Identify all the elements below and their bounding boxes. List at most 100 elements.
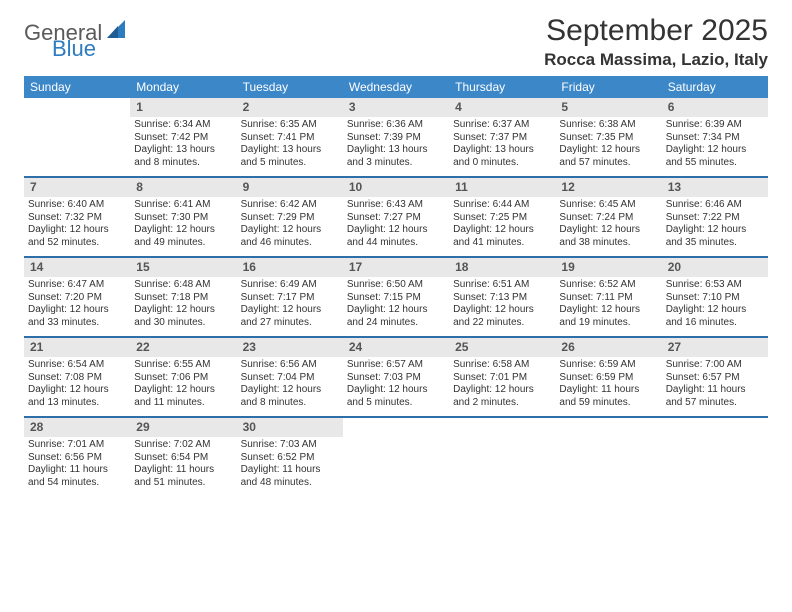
day-cell: 7Sunrise: 6:40 AMSunset: 7:32 PMDaylight… xyxy=(24,178,130,256)
sunset-line: Sunset: 7:25 PM xyxy=(453,212,551,225)
day-cell: 11Sunrise: 6:44 AMSunset: 7:25 PMDayligh… xyxy=(449,178,555,256)
sunrise-line: Sunrise: 6:42 AM xyxy=(241,199,339,212)
day-body: Sunrise: 6:43 AMSunset: 7:27 PMDaylight:… xyxy=(343,197,449,253)
sunset-line: Sunset: 7:20 PM xyxy=(28,292,126,305)
sunset-line: Sunset: 7:24 PM xyxy=(559,212,657,225)
day-body: Sunrise: 6:47 AMSunset: 7:20 PMDaylight:… xyxy=(24,277,130,333)
dow-cell: Sunday xyxy=(24,76,130,98)
sunset-line: Sunset: 7:27 PM xyxy=(347,212,445,225)
sunrise-line: Sunrise: 7:01 AM xyxy=(28,439,126,452)
day-body: Sunrise: 6:39 AMSunset: 7:34 PMDaylight:… xyxy=(662,117,768,173)
day-body: Sunrise: 7:00 AMSunset: 6:57 PMDaylight:… xyxy=(662,357,768,413)
sunset-line: Sunset: 7:11 PM xyxy=(559,292,657,305)
daylight-line: Daylight: 12 hours and 24 minutes. xyxy=(347,304,445,329)
day-number: 19 xyxy=(555,258,661,277)
page-title: September 2025 xyxy=(544,14,768,48)
dow-row: SundayMondayTuesdayWednesdayThursdayFrid… xyxy=(24,76,768,98)
day-number: 1 xyxy=(130,98,236,117)
day-cell: 14Sunrise: 6:47 AMSunset: 7:20 PMDayligh… xyxy=(24,258,130,336)
logo-text-blue: Blue xyxy=(52,38,129,60)
day-number: 18 xyxy=(449,258,555,277)
title-block: September 2025 Rocca Massima, Lazio, Ita… xyxy=(544,14,768,70)
week-row: 7Sunrise: 6:40 AMSunset: 7:32 PMDaylight… xyxy=(24,178,768,258)
sunrise-line: Sunrise: 6:35 AM xyxy=(241,119,339,132)
day-body: Sunrise: 6:38 AMSunset: 7:35 PMDaylight:… xyxy=(555,117,661,173)
day-cell: 13Sunrise: 6:46 AMSunset: 7:22 PMDayligh… xyxy=(662,178,768,256)
daylight-line: Daylight: 11 hours and 48 minutes. xyxy=(241,464,339,489)
day-body: Sunrise: 6:55 AMSunset: 7:06 PMDaylight:… xyxy=(130,357,236,413)
sunrise-line: Sunrise: 6:49 AM xyxy=(241,279,339,292)
sunset-line: Sunset: 7:08 PM xyxy=(28,372,126,385)
daylight-line: Daylight: 12 hours and 11 minutes. xyxy=(134,384,232,409)
day-cell: 21Sunrise: 6:54 AMSunset: 7:08 PMDayligh… xyxy=(24,338,130,416)
sunset-line: Sunset: 7:01 PM xyxy=(453,372,551,385)
day-number: 2 xyxy=(237,98,343,117)
sunset-line: Sunset: 7:15 PM xyxy=(347,292,445,305)
dow-cell: Tuesday xyxy=(237,76,343,98)
day-number: 23 xyxy=(237,338,343,357)
daylight-line: Daylight: 11 hours and 57 minutes. xyxy=(666,384,764,409)
daylight-line: Daylight: 12 hours and 38 minutes. xyxy=(559,224,657,249)
day-cell: 28Sunrise: 7:01 AMSunset: 6:56 PMDayligh… xyxy=(24,418,130,496)
day-number: 6 xyxy=(662,98,768,117)
day-body: Sunrise: 6:59 AMSunset: 6:59 PMDaylight:… xyxy=(555,357,661,413)
day-number: 28 xyxy=(24,418,130,437)
day-number: 9 xyxy=(237,178,343,197)
sunset-line: Sunset: 7:10 PM xyxy=(666,292,764,305)
day-cell: 17Sunrise: 6:50 AMSunset: 7:15 PMDayligh… xyxy=(343,258,449,336)
day-number: 29 xyxy=(130,418,236,437)
day-body: Sunrise: 7:03 AMSunset: 6:52 PMDaylight:… xyxy=(237,437,343,493)
sunrise-line: Sunrise: 6:54 AM xyxy=(28,359,126,372)
daylight-line: Daylight: 12 hours and 46 minutes. xyxy=(241,224,339,249)
day-number: 12 xyxy=(555,178,661,197)
sunrise-line: Sunrise: 6:44 AM xyxy=(453,199,551,212)
daylight-line: Daylight: 12 hours and 8 minutes. xyxy=(241,384,339,409)
day-body: Sunrise: 6:49 AMSunset: 7:17 PMDaylight:… xyxy=(237,277,343,333)
day-cell: 1Sunrise: 6:34 AMSunset: 7:42 PMDaylight… xyxy=(130,98,236,176)
day-number: 4 xyxy=(449,98,555,117)
day-body: Sunrise: 6:35 AMSunset: 7:41 PMDaylight:… xyxy=(237,117,343,173)
day-cell: 6Sunrise: 6:39 AMSunset: 7:34 PMDaylight… xyxy=(662,98,768,176)
location-label: Rocca Massima, Lazio, Italy xyxy=(544,50,768,70)
day-cell: 26Sunrise: 6:59 AMSunset: 6:59 PMDayligh… xyxy=(555,338,661,416)
daylight-line: Daylight: 12 hours and 33 minutes. xyxy=(28,304,126,329)
sunrise-line: Sunrise: 6:48 AM xyxy=(134,279,232,292)
dow-cell: Thursday xyxy=(449,76,555,98)
day-body: Sunrise: 6:52 AMSunset: 7:11 PMDaylight:… xyxy=(555,277,661,333)
day-cell xyxy=(555,418,661,496)
day-cell: 29Sunrise: 7:02 AMSunset: 6:54 PMDayligh… xyxy=(130,418,236,496)
day-number: 24 xyxy=(343,338,449,357)
day-number: 25 xyxy=(449,338,555,357)
day-body: Sunrise: 6:53 AMSunset: 7:10 PMDaylight:… xyxy=(662,277,768,333)
daylight-line: Daylight: 12 hours and 52 minutes. xyxy=(28,224,126,249)
day-number: 8 xyxy=(130,178,236,197)
sunset-line: Sunset: 7:34 PM xyxy=(666,132,764,145)
day-cell: 3Sunrise: 6:36 AMSunset: 7:39 PMDaylight… xyxy=(343,98,449,176)
day-cell: 25Sunrise: 6:58 AMSunset: 7:01 PMDayligh… xyxy=(449,338,555,416)
day-number: 20 xyxy=(662,258,768,277)
day-cell: 9Sunrise: 6:42 AMSunset: 7:29 PMDaylight… xyxy=(237,178,343,256)
daylight-line: Daylight: 12 hours and 27 minutes. xyxy=(241,304,339,329)
week-row: 14Sunrise: 6:47 AMSunset: 7:20 PMDayligh… xyxy=(24,258,768,338)
day-cell: 4Sunrise: 6:37 AMSunset: 7:37 PMDaylight… xyxy=(449,98,555,176)
sunset-line: Sunset: 7:35 PM xyxy=(559,132,657,145)
sunset-line: Sunset: 7:32 PM xyxy=(28,212,126,225)
day-body: Sunrise: 6:37 AMSunset: 7:37 PMDaylight:… xyxy=(449,117,555,173)
daylight-line: Daylight: 12 hours and 55 minutes. xyxy=(666,144,764,169)
week-row: 21Sunrise: 6:54 AMSunset: 7:08 PMDayligh… xyxy=(24,338,768,418)
sunrise-line: Sunrise: 6:53 AM xyxy=(666,279,764,292)
header: General Blue September 2025 Rocca Massim… xyxy=(24,14,768,70)
sunrise-line: Sunrise: 6:40 AM xyxy=(28,199,126,212)
sunrise-line: Sunrise: 6:38 AM xyxy=(559,119,657,132)
day-number: 14 xyxy=(24,258,130,277)
day-cell: 30Sunrise: 7:03 AMSunset: 6:52 PMDayligh… xyxy=(237,418,343,496)
day-cell: 5Sunrise: 6:38 AMSunset: 7:35 PMDaylight… xyxy=(555,98,661,176)
day-cell: 20Sunrise: 6:53 AMSunset: 7:10 PMDayligh… xyxy=(662,258,768,336)
day-body: Sunrise: 6:48 AMSunset: 7:18 PMDaylight:… xyxy=(130,277,236,333)
day-number: 17 xyxy=(343,258,449,277)
sunrise-line: Sunrise: 6:55 AM xyxy=(134,359,232,372)
day-cell: 15Sunrise: 6:48 AMSunset: 7:18 PMDayligh… xyxy=(130,258,236,336)
sunrise-line: Sunrise: 6:58 AM xyxy=(453,359,551,372)
sunrise-line: Sunrise: 7:03 AM xyxy=(241,439,339,452)
day-number: 11 xyxy=(449,178,555,197)
